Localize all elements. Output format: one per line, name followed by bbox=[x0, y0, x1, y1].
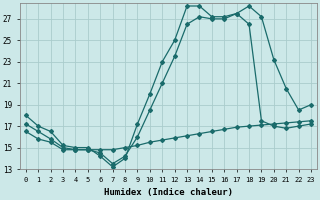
X-axis label: Humidex (Indice chaleur): Humidex (Indice chaleur) bbox=[104, 188, 233, 197]
